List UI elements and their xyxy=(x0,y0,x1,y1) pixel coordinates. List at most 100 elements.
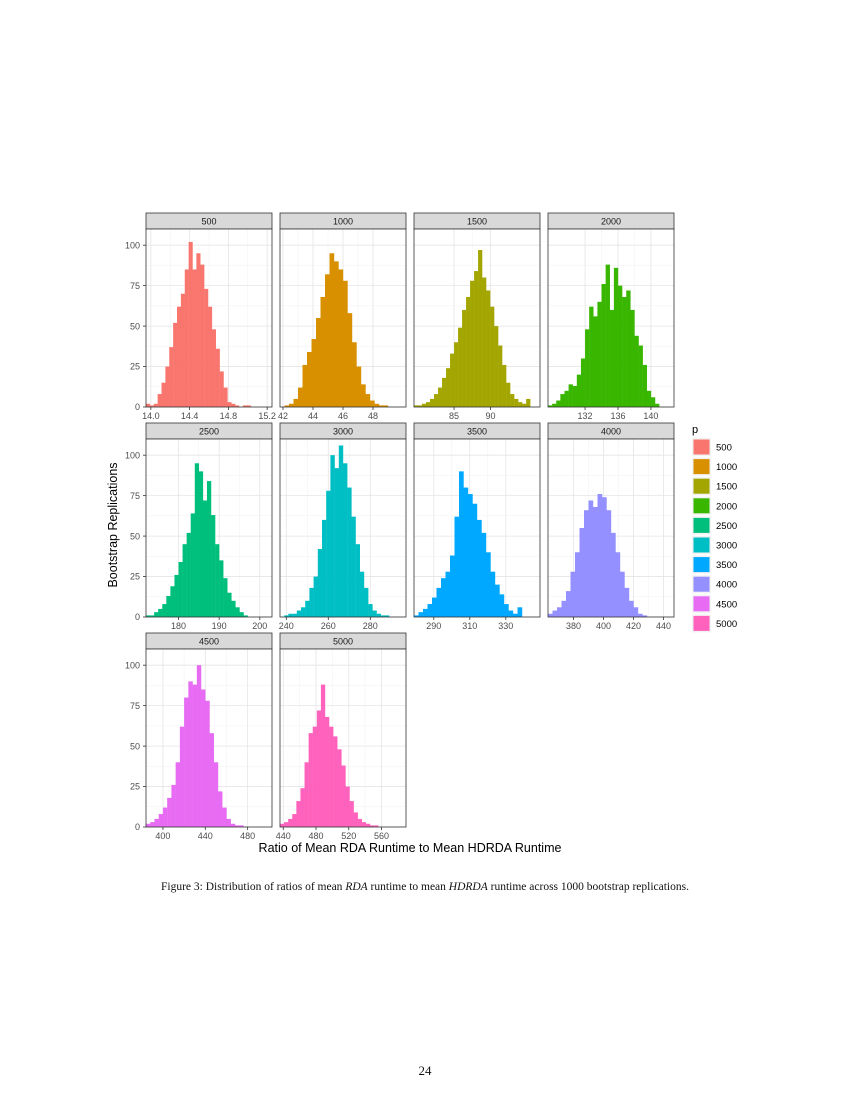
histogram-bar xyxy=(154,818,159,827)
histogram-bar xyxy=(184,269,189,407)
panel-strip-label: 4000 xyxy=(601,427,621,437)
panel-1000: 1000 42 44 46 48 xyxy=(278,212,407,421)
legend-swatch xyxy=(693,517,710,533)
histogram-bar xyxy=(313,576,318,617)
histogram-bar xyxy=(231,403,236,407)
legend: p 500 1000 1500 2000 2500 3000 3500 4000 4500 5000 xyxy=(692,424,737,633)
histogram-bar xyxy=(162,604,167,617)
histogram-bar xyxy=(615,552,621,617)
histogram-bar xyxy=(188,241,193,407)
histogram-bar xyxy=(490,571,496,617)
caption-hdrda: HDRDA xyxy=(448,881,488,893)
histogram-bar xyxy=(280,823,285,827)
histogram-bar xyxy=(418,405,423,407)
x-tick-label: 14.8 xyxy=(220,411,238,421)
legend-swatch xyxy=(693,576,710,592)
histogram-bar xyxy=(585,329,590,407)
histogram-bar xyxy=(202,500,208,617)
histogram-bar xyxy=(309,587,314,617)
y-tick-label: 75 xyxy=(130,281,140,291)
histogram-bar xyxy=(624,587,630,617)
histogram-bar xyxy=(385,615,390,617)
histogram-bar xyxy=(320,684,326,827)
histogram-bar xyxy=(334,261,339,407)
panel-4500: 4500 400 440 480 0 25 50 75 100 xyxy=(125,632,273,841)
panel-3000: 3000 240 260 280 xyxy=(279,422,407,631)
x-tick-label: 48 xyxy=(368,411,378,421)
histogram-bar xyxy=(205,700,210,827)
y-tick-label: 25 xyxy=(130,782,140,792)
histogram-bar xyxy=(365,823,371,827)
histogram-bar xyxy=(584,510,589,617)
x-tick-label: 42 xyxy=(278,411,288,421)
x-tick-label: 280 xyxy=(363,621,378,631)
legend-label: 500 xyxy=(716,443,732,454)
histogram-bar xyxy=(459,471,464,617)
histogram-bar xyxy=(341,765,346,827)
x-tick-label: 90 xyxy=(485,411,495,421)
histogram-bar xyxy=(472,503,478,617)
histogram-bar xyxy=(227,592,232,617)
histogram-bar xyxy=(186,532,191,617)
histogram-bar xyxy=(423,608,428,617)
histogram-bar xyxy=(300,788,305,827)
histogram-bar xyxy=(284,615,289,617)
histogram-bar xyxy=(438,387,443,407)
histogram-bar xyxy=(182,544,187,617)
legend-swatch xyxy=(693,615,710,631)
histogram-bar xyxy=(338,269,344,407)
histogram-bar xyxy=(560,394,565,407)
histogram-bar xyxy=(227,402,232,407)
histogram-bar xyxy=(149,405,154,407)
x-tick-label: 240 xyxy=(279,621,294,631)
histogram-bar xyxy=(548,613,553,617)
histogram-bar xyxy=(194,463,200,617)
y-tick-label: 0 xyxy=(135,402,140,412)
histogram-bar xyxy=(192,684,198,827)
caption-text-3: runtime across 1000 bootstrap replicatio… xyxy=(487,881,689,893)
histogram-bar xyxy=(634,335,639,407)
histogram-bar xyxy=(304,762,309,827)
x-tick-label: 132 xyxy=(578,411,593,421)
histogram-bar xyxy=(418,612,424,617)
histogram-bar xyxy=(494,326,499,407)
histogram-bar xyxy=(622,296,627,407)
histogram-bar xyxy=(178,561,183,617)
histogram-bar xyxy=(298,387,303,407)
legend-label: 5000 xyxy=(716,619,737,630)
histogram-bar xyxy=(150,615,155,617)
panel-strip-label: 2500 xyxy=(199,427,219,437)
y-tick-label: 25 xyxy=(130,362,140,372)
histogram-bar xyxy=(506,382,511,407)
panel-2000: 2000 132 136 140 xyxy=(547,212,675,421)
histogram-bar xyxy=(334,468,339,617)
histogram-bar xyxy=(481,532,487,617)
panel-2500: 2500 180 190 200 0 25 50 75 100 xyxy=(125,422,273,631)
histogram-bar xyxy=(504,604,509,617)
y-tick-label: 75 xyxy=(130,701,140,711)
histogram-bar xyxy=(466,296,471,407)
histogram-bar xyxy=(613,267,619,407)
x-tick-label: 420 xyxy=(626,621,641,631)
histogram-bar xyxy=(292,613,297,617)
histogram-bar xyxy=(361,384,366,407)
histogram-bar xyxy=(462,309,467,407)
x-tick-label: 310 xyxy=(462,621,477,631)
histogram-bar xyxy=(442,377,447,407)
histogram-bar xyxy=(169,347,174,407)
histogram-bar xyxy=(289,403,294,407)
panel-500: 500 14.0 14.4 14.8 15.2 0 25 50 75 100 xyxy=(125,212,276,421)
histogram-bar xyxy=(526,398,531,407)
histogram-bar xyxy=(372,610,377,617)
panel-border xyxy=(145,438,273,618)
panel-strip-label: 500 xyxy=(201,217,216,227)
x-tick-label: 290 xyxy=(426,621,441,631)
histogram-bar xyxy=(430,398,435,407)
x-tick-label: 400 xyxy=(596,621,611,631)
histogram-bar xyxy=(157,394,162,407)
panel-border xyxy=(279,438,407,618)
histogram-bar xyxy=(351,516,356,617)
histogram-bar xyxy=(564,390,569,407)
histogram-bar xyxy=(458,327,463,407)
histogram-bar xyxy=(288,818,293,827)
